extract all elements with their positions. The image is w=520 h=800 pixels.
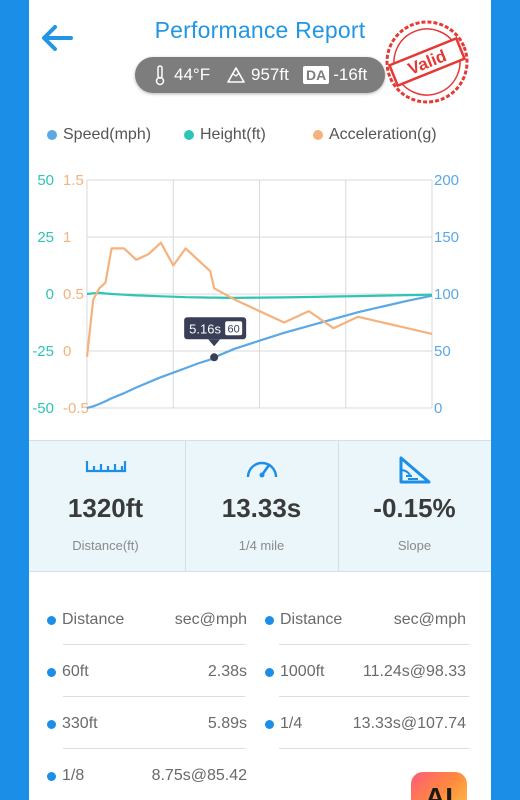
tick-label-acceleration: 1.5	[63, 172, 84, 189]
split-distance: 330ft	[62, 715, 98, 732]
series-line-speed	[86, 294, 433, 410]
performance-chart[interactable]: 50 25 0 -25 -50 1.5 1 0.5 0 -0.5 200 150 100 50 0 5.16s…	[29, 156, 491, 422]
divider	[338, 441, 339, 571]
tooltip-badge	[225, 321, 243, 336]
table-row: 1/8 8.75s@85.42	[29, 750, 491, 800]
bullet-dot	[47, 667, 56, 677]
bullet-dot	[47, 771, 56, 781]
row-divider	[63, 696, 245, 697]
stat-label: 1/4 mile	[238, 538, 285, 553]
ai-button-label: AI	[425, 782, 453, 800]
summary-stats: 1320ft Distance(ft) 13.33s 1/4 mile	[29, 440, 491, 572]
bullet-dot	[47, 719, 56, 729]
split-time: 5.89s	[207, 715, 247, 732]
stat-label: Slope	[397, 538, 432, 553]
row-divider	[63, 748, 245, 749]
legend-item-acceleration[interactable]: Acceleration(g)	[313, 126, 437, 144]
tick-label-speed: 0	[434, 400, 442, 417]
tick-label-acceleration: 1	[63, 229, 71, 246]
bullet-dot	[265, 615, 274, 625]
split-distance: 60ft	[62, 663, 89, 680]
legend-swatch	[313, 130, 323, 140]
divider	[185, 441, 186, 571]
split-time: 8.75s@85.42	[151, 767, 247, 784]
tick-label-speed: 150	[434, 229, 459, 246]
tooltip-time: 5.16s	[189, 321, 221, 336]
tick-label-height: 25	[37, 229, 54, 246]
tick-label-height: 50	[37, 172, 54, 189]
legend-item-speed[interactable]: Speed(mph)	[47, 126, 151, 144]
ruler-icon	[85, 461, 126, 473]
table-row: 330ft 5.89s 1/4 13.33s@107.74	[29, 698, 491, 750]
tick-label-height: -25	[32, 343, 54, 360]
column-header: sec@mph	[174, 611, 247, 628]
legend-label: Acceleration(g)	[329, 126, 437, 143]
stat-quarter-mile: 13.33s 1/4 mile	[185, 441, 338, 571]
arrow-left-icon[interactable]	[37, 18, 77, 58]
legend-swatch	[47, 130, 57, 140]
ai-assistant-button[interactable]: AI	[411, 772, 467, 800]
tick-label-speed: 50	[434, 343, 451, 360]
legend-item-height[interactable]: Height(ft)	[184, 126, 266, 144]
row-divider	[279, 696, 469, 697]
stat-value: 1320ft	[67, 493, 144, 523]
split-time: 13.33s@107.74	[352, 715, 466, 732]
tick-label-acceleration: -0.5	[63, 400, 89, 417]
split-distance: 1/4	[280, 715, 303, 732]
tick-label-speed: 200	[434, 172, 459, 189]
stat-label: Distance(ft)	[72, 538, 139, 553]
series-line-acceleration	[85, 241, 433, 357]
row-divider	[279, 748, 469, 749]
temperature-group: 44°F	[153, 57, 210, 93]
selected-point-marker	[210, 353, 219, 362]
slope-icon	[399, 456, 430, 484]
split-distance: 1000ft	[280, 663, 325, 680]
weather-conditions-pill: 44°F 957ft DA -16ft	[135, 57, 385, 93]
temperature-value: 44°F	[174, 65, 211, 84]
tooltip-pointer	[208, 339, 221, 347]
bullet-dot	[265, 719, 274, 729]
tick-label-height: -50	[32, 400, 54, 417]
row-divider	[279, 644, 469, 645]
stat-value: -0.15%	[373, 493, 456, 523]
split-distance: 1/8	[62, 767, 85, 784]
density-altitude-group: DA -16ft	[303, 57, 367, 93]
thermometer-icon	[155, 65, 165, 86]
legend-label: Speed(mph)	[63, 126, 152, 143]
table-row: 60ft 2.38s 1000ft 11.24s@98.33	[29, 646, 491, 698]
speedometer-icon	[246, 461, 277, 478]
valid-stamp: Valid	[385, 20, 469, 104]
tick-label-speed: 100	[434, 286, 459, 303]
stat-distance: 1320ft Distance(ft)	[29, 441, 182, 571]
density-altitude-value: -16ft	[333, 65, 368, 84]
tooltip-badge-value: 60	[228, 323, 240, 335]
stat-value: 13.33s	[221, 493, 302, 523]
altitude-value: 957ft	[251, 65, 289, 84]
report-screen: Performance Report 44°F 957ft DA -16ft	[29, 0, 491, 800]
legend-label: Height(ft)	[200, 126, 266, 143]
mountain-icon	[227, 67, 245, 83]
column-header: sec@mph	[393, 611, 466, 628]
tick-label-acceleration: 0	[63, 343, 71, 360]
split-time: 2.38s	[207, 663, 247, 680]
da-badge: DA	[303, 66, 330, 84]
altitude-group: 957ft	[227, 57, 289, 93]
tick-label-height: 0	[46, 286, 54, 303]
column-header: Distance	[280, 611, 343, 628]
column-header: Distance	[62, 611, 125, 628]
tick-label-acceleration: 0.5	[63, 286, 84, 303]
row-divider	[63, 644, 245, 645]
bullet-dot	[47, 615, 56, 625]
split-time: 11.24s@98.33	[362, 663, 466, 680]
legend-swatch	[184, 130, 194, 140]
bullet-dot	[265, 667, 274, 677]
table-header-row: Distance sec@mph Distance sec@mph	[29, 594, 491, 646]
page-title: Performance Report	[154, 17, 366, 43]
stat-slope: -0.15% Slope	[338, 441, 491, 571]
series-line-height	[86, 291, 433, 299]
back-button[interactable]	[37, 18, 77, 58]
